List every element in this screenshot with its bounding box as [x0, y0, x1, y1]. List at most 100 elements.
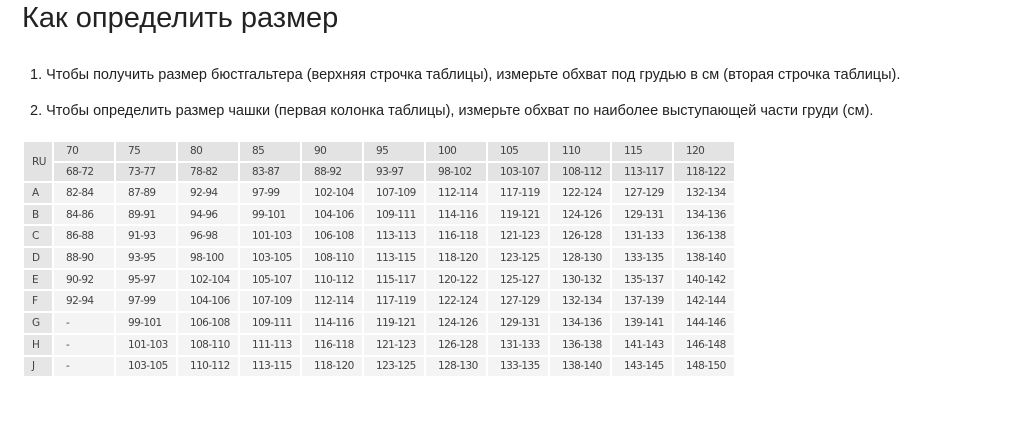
underbust-header: 108-112 — [548, 160, 612, 183]
table-cell: 99-101 — [114, 311, 178, 335]
instruction-cup-size: 2. Чтобы определить размер чашки (первая… — [30, 103, 874, 119]
size-header: 105 — [486, 140, 550, 163]
table-cell: 128-130 — [548, 246, 612, 270]
table-cell: - — [52, 354, 116, 379]
table-cell: 104-106 — [176, 289, 240, 314]
table-cell: 135-137 — [610, 267, 674, 292]
table-cell: 112-114 — [300, 289, 364, 314]
table-cell: 137-139 — [610, 289, 674, 314]
table-cell: 127-129 — [486, 289, 550, 314]
table-cell: 106-108 — [176, 311, 240, 335]
table-cell: 120-122 — [424, 267, 488, 292]
table-cell: 110-112 — [300, 267, 364, 292]
table-cell: 107-109 — [362, 181, 426, 205]
size-header: 75 — [114, 140, 178, 163]
table-cell: - — [52, 311, 116, 335]
table-cell: 114-116 — [300, 311, 364, 335]
table-cell: 97-99 — [114, 289, 178, 314]
table-cell: 124-126 — [548, 202, 612, 227]
table-cell: 144-146 — [672, 311, 736, 335]
header-row-size: RU 70 75 80 85 90 95 100 105 110 115 120 — [22, 140, 736, 183]
cup-label: A — [22, 181, 54, 205]
table-cell: 118-120 — [424, 246, 488, 270]
size-header: 90 — [300, 140, 364, 163]
table-cell: 88-90 — [52, 246, 116, 270]
table-row: C 86-88 91-93 96-98 101-103 106-108 113-113 116… — [22, 224, 736, 249]
table-row: E 90-92 95-97 102-104 105-107 110-112 115-117 1… — [22, 267, 736, 292]
size-header: 85 — [238, 140, 302, 163]
table-row: F 92-94 97-99 104-106 107-109 112-114 117-119 1… — [22, 289, 736, 314]
size-header: 95 — [362, 140, 426, 163]
cup-label: E — [22, 267, 54, 292]
cup-label: G — [22, 311, 54, 335]
table-cell: 122-124 — [424, 289, 488, 314]
table-row: B 84-86 89-91 94-96 99-101 104-106 109-111 114-… — [22, 202, 736, 227]
table-row: D 88-90 93-95 98-100 103-105 108-110 113-115 11… — [22, 246, 736, 270]
table-cell: 95-97 — [114, 267, 178, 292]
table-cell: 136-138 — [548, 332, 612, 357]
corner-label: RU — [22, 140, 54, 183]
table-cell: 142-144 — [672, 289, 736, 314]
table-row: J -103-105 110-112 113-115 118-120 123-125 128… — [22, 354, 736, 379]
table-cell: 138-140 — [548, 354, 612, 379]
table-cell: 125-127 — [486, 267, 550, 292]
size-header: 100 — [424, 140, 488, 163]
underbust-header: 78-82 — [176, 160, 240, 183]
table-cell: 96-98 — [176, 224, 240, 249]
size-header: 120 — [672, 140, 736, 163]
table-cell: 114-116 — [424, 202, 488, 227]
table-cell: 121-123 — [362, 332, 426, 357]
table-cell: 116-118 — [424, 224, 488, 249]
table-cell: 132-134 — [548, 289, 612, 314]
size-header: 115 — [610, 140, 674, 163]
table-cell: 89-91 — [114, 202, 178, 227]
table-cell: 129-131 — [486, 311, 550, 335]
table-cell: 131-133 — [610, 224, 674, 249]
table-cell: 112-114 — [424, 181, 488, 205]
table-cell: 133-135 — [486, 354, 550, 379]
table-cell: 105-107 — [238, 267, 302, 292]
table-cell: 82-84 — [52, 181, 116, 205]
size-header: 110 — [548, 140, 612, 163]
table-cell: 115-117 — [362, 267, 426, 292]
table-cell: 122-124 — [548, 181, 612, 205]
table-row: G -99-101 106-108 109-111 114-116 119-121 124-… — [22, 311, 736, 335]
underbust-header: 113-117 — [610, 160, 674, 183]
cup-label: B — [22, 202, 54, 227]
size-chart-table: RU 70 75 80 85 90 95 100 105 110 115 120 68-72 73-77 7… — [22, 140, 736, 379]
table-cell: 118-120 — [300, 354, 364, 379]
table-cell: 146-148 — [672, 332, 736, 357]
size-header: 70 — [52, 140, 116, 163]
table-cell: 108-110 — [300, 246, 364, 270]
header-row-underbust: 68-72 73-77 78-82 83-87 88-92 93-97 98-102 103-… — [23, 160, 736, 183]
table-cell: 123-125 — [362, 354, 426, 379]
table-cell: 109-111 — [362, 202, 426, 227]
page-title: Как определить размер — [22, 2, 339, 34]
table-cell: 87-89 — [114, 181, 178, 205]
table-cell: 93-95 — [114, 246, 178, 270]
table-cell: 98-100 — [176, 246, 240, 270]
table-cell: 136-138 — [672, 224, 736, 249]
table-cell: 119-121 — [486, 202, 550, 227]
table-cell: 92-94 — [52, 289, 116, 314]
underbust-header: 118-122 — [672, 160, 736, 183]
table-cell: 130-132 — [548, 267, 612, 292]
table-cell: 132-134 — [672, 181, 736, 205]
underbust-header: 98-102 — [424, 160, 488, 183]
table-cell: 103-105 — [114, 354, 178, 379]
table-cell: 99-101 — [238, 202, 302, 227]
table-cell: 139-141 — [610, 311, 674, 335]
table-cell: 102-104 — [176, 267, 240, 292]
table-cell: 124-126 — [424, 311, 488, 335]
table-cell: 102-104 — [300, 181, 364, 205]
table-cell: 94-96 — [176, 202, 240, 227]
table-cell: 113-115 — [362, 246, 426, 270]
table-cell: 106-108 — [300, 224, 364, 249]
table-cell: 127-129 — [610, 181, 674, 205]
table-cell: 123-125 — [486, 246, 550, 270]
underbust-header: 103-107 — [486, 160, 550, 183]
table-cell: 131-133 — [486, 332, 550, 357]
table-cell: 129-131 — [610, 202, 674, 227]
size-header: 80 — [176, 140, 240, 163]
table-cell: 97-99 — [238, 181, 302, 205]
